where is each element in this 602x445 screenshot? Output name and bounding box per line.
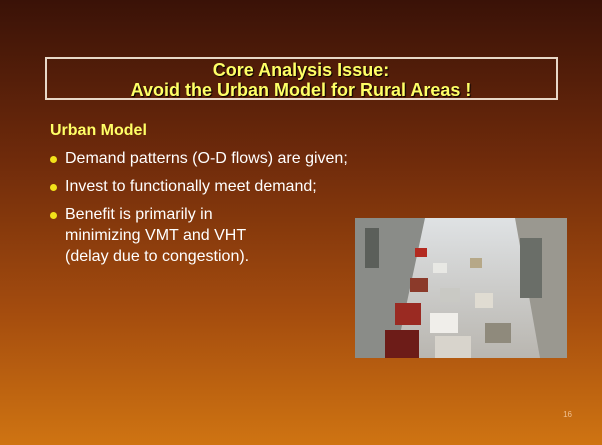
title-line: Avoid the Urban Model for Rural Areas ! [0,80,602,101]
bullet-text: minimizing VMT and VHT [65,227,246,245]
slide: Core Analysis Issue: Avoid the Urban Mod… [0,0,602,445]
subheading: Urban Model [50,122,147,140]
title-line: Core Analysis Issue: [0,60,602,81]
bullet-text: Demand patterns (O-D flows) are given; [65,150,348,168]
bullet-text: (delay due to congestion). [65,248,249,266]
bullet-dot [50,212,57,219]
traffic-photo [355,218,567,358]
bullet-dot [50,184,57,191]
page-number: 16 [563,410,572,419]
bullet-dot [50,156,57,163]
bullet-text: Benefit is primarily in [65,206,213,224]
bullet-text: Invest to functionally meet demand; [65,178,317,196]
